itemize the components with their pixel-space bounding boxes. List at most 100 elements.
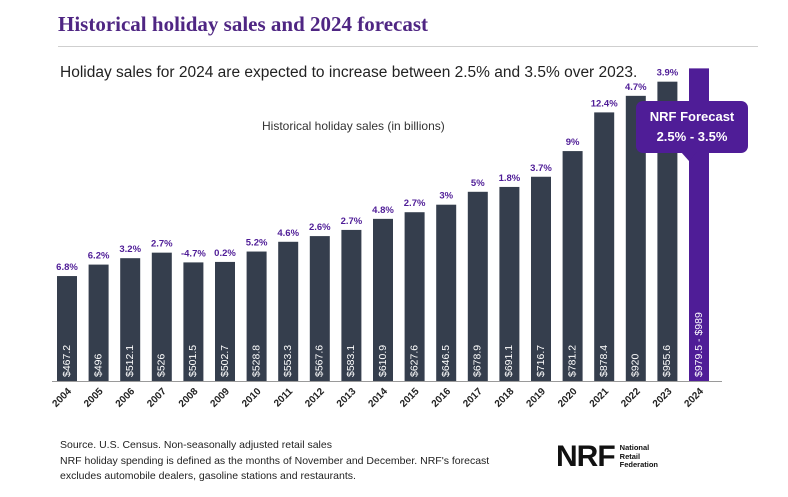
bar bbox=[531, 176, 551, 381]
x-tick-label: 2021 bbox=[588, 386, 612, 410]
x-tick-label: 2012 bbox=[303, 386, 327, 410]
x-tick-label: 2013 bbox=[335, 386, 359, 410]
forecast-callout-range: 2.5% - 3.5% bbox=[656, 129, 728, 144]
x-tick-label: 2024 bbox=[682, 386, 706, 410]
bar bbox=[499, 186, 520, 381]
nrf-logo-word-1: National bbox=[619, 443, 650, 453]
x-tick-label: 2010 bbox=[240, 386, 264, 410]
x-tick-label: 2017 bbox=[461, 386, 485, 410]
nrf-logo-word-2: Retail bbox=[619, 451, 641, 461]
footer-note-line1: NRF holiday spending is defined as the m… bbox=[60, 455, 490, 467]
growth-label: 9% bbox=[566, 137, 580, 148]
growth-label: 2.6% bbox=[309, 222, 331, 233]
bar bbox=[436, 204, 457, 381]
growth-label: 6.2% bbox=[88, 251, 110, 262]
bar bbox=[215, 261, 235, 381]
bar bbox=[404, 212, 425, 381]
bar bbox=[278, 241, 299, 381]
growth-label: 3.7% bbox=[530, 163, 552, 174]
bar-value-label: $512.1 bbox=[124, 345, 136, 377]
bar bbox=[57, 276, 77, 381]
bar-value-label: $955.6 bbox=[661, 345, 673, 377]
x-tick-label: 2007 bbox=[145, 386, 169, 410]
bar bbox=[183, 262, 204, 381]
growth-label: 0.2% bbox=[214, 248, 236, 259]
bar-value-label: $501.5 bbox=[187, 345, 199, 377]
bar-chart: $467.2 6.8% 2004 $496 6.2% 2005 $512.1 3.2% 2006… bbox=[50, 68, 722, 410]
bar bbox=[246, 251, 267, 381]
bar bbox=[120, 258, 141, 381]
growth-label: 4.8% bbox=[372, 205, 394, 216]
x-tick-label: 2014 bbox=[366, 386, 390, 410]
forecast-callout-pointer bbox=[681, 152, 697, 161]
bar bbox=[151, 252, 172, 381]
x-tick-label: 2004 bbox=[50, 386, 74, 410]
bar-value-label: $920 bbox=[630, 353, 642, 377]
growth-label: -4.7% bbox=[181, 248, 206, 259]
bar-value-label: $878.4 bbox=[598, 345, 610, 377]
growth-label: 5.2% bbox=[246, 238, 268, 249]
x-tick-label: 2016 bbox=[430, 386, 454, 410]
growth-label: 5% bbox=[471, 178, 485, 189]
x-tick-label: 2020 bbox=[556, 386, 580, 410]
bar bbox=[309, 236, 330, 381]
chart-title: Historical holiday sales (in billions) bbox=[262, 119, 445, 133]
x-tick-label: 2005 bbox=[82, 386, 106, 410]
bar-value-label: $583.1 bbox=[345, 345, 357, 377]
x-tick-label: 2015 bbox=[398, 386, 422, 410]
bar-value-label: $567.6 bbox=[314, 345, 326, 377]
footer-note-line2: excludes automobile dealers, gasoline st… bbox=[60, 470, 356, 482]
bar-value-label: $553.3 bbox=[282, 345, 294, 377]
page-title: Historical holiday sales and 2024 foreca… bbox=[58, 12, 429, 36]
growth-label: 3% bbox=[439, 191, 453, 202]
x-tick-label: 2009 bbox=[208, 386, 232, 410]
forecast-callout-title: NRF Forecast bbox=[649, 109, 735, 124]
growth-label: 4.7% bbox=[625, 82, 647, 93]
bar bbox=[562, 151, 583, 381]
bar-value-label: $467.2 bbox=[61, 345, 73, 377]
x-tick-label: 2011 bbox=[272, 386, 295, 409]
footer-source: Source. U.S. Census. Non-seasonally adju… bbox=[60, 439, 332, 451]
x-tick-label: 2008 bbox=[177, 386, 201, 410]
growth-label: 3.9% bbox=[657, 68, 679, 79]
bar-value-label: $781.2 bbox=[566, 345, 578, 377]
x-tick-label: 2023 bbox=[651, 386, 675, 410]
bar bbox=[467, 191, 488, 381]
growth-label: 6.8% bbox=[56, 262, 78, 273]
x-tick-label: 2019 bbox=[524, 386, 548, 410]
bar-value-label: $627.6 bbox=[408, 345, 420, 377]
forecast-callout: NRF Forecast 2.5% - 3.5% bbox=[636, 101, 748, 153]
growth-label: 2.7% bbox=[151, 239, 173, 250]
bar bbox=[657, 81, 678, 381]
x-tick-label: 2022 bbox=[619, 386, 643, 410]
growth-label: 12.4% bbox=[591, 98, 618, 109]
bar-value-label: $678.9 bbox=[472, 345, 484, 377]
nrf-logo-word-3: Federation bbox=[619, 460, 658, 470]
nrf-logo-mark: NRF bbox=[556, 440, 616, 473]
growth-label: 3.2% bbox=[119, 244, 141, 255]
bar-value-label: $979.5 - $989 bbox=[693, 312, 705, 377]
page-subtitle: Holiday sales for 2024 are expected to i… bbox=[60, 64, 638, 81]
bar-value-label: $528.8 bbox=[250, 345, 262, 377]
bar-value-label: $496 bbox=[92, 353, 104, 377]
bar-value-label: $502.7 bbox=[219, 345, 231, 377]
bar bbox=[594, 112, 615, 382]
bar bbox=[341, 229, 362, 381]
bar-value-label: $646.5 bbox=[440, 345, 452, 377]
bar bbox=[625, 95, 646, 381]
bar-value-label: $716.7 bbox=[535, 345, 547, 377]
growth-label: 2.7% bbox=[404, 198, 426, 209]
x-tick-label: 2006 bbox=[114, 386, 138, 410]
title-divider bbox=[58, 46, 758, 47]
x-tick-label: 2018 bbox=[493, 386, 517, 410]
bar bbox=[373, 218, 393, 381]
bar bbox=[88, 264, 109, 381]
nrf-logo-words: National Retail Federation bbox=[620, 444, 658, 470]
bar-value-label: $691.1 bbox=[503, 345, 515, 377]
bar-value-label: $610.9 bbox=[377, 345, 389, 377]
growth-label: 1.8% bbox=[499, 173, 521, 184]
growth-label: 4.6% bbox=[277, 228, 299, 239]
growth-label: 2.7% bbox=[341, 216, 363, 227]
bar-value-label: $526 bbox=[156, 353, 168, 377]
nrf-logo: NRF National Retail Federation bbox=[556, 442, 658, 472]
